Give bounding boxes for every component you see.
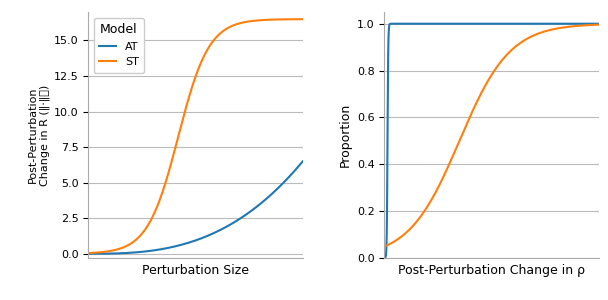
ST (550, 28, 557, 31)
AT (595, 22, 603, 26)
AT (201, 236, 208, 239)
ST (381, 245, 388, 248)
AT (188, 240, 195, 244)
AT (397, 22, 404, 26)
Y-axis label: Proportion: Proportion (338, 103, 351, 167)
AT (187, 240, 194, 244)
ST (589, 23, 596, 27)
AT (299, 160, 306, 163)
ST (595, 23, 603, 26)
AT (550, 22, 557, 26)
ST (294, 17, 301, 21)
Legend: AT, ST: AT, ST (94, 18, 144, 73)
AT (294, 166, 301, 169)
ST (260, 18, 268, 22)
AT (212, 230, 219, 234)
ST (392, 239, 399, 243)
ST (589, 23, 596, 27)
ST (212, 36, 219, 40)
ST (479, 88, 486, 92)
ST (485, 78, 492, 82)
AT (589, 22, 596, 26)
Line: AT: AT (88, 161, 303, 254)
ST (299, 17, 306, 21)
ST (188, 87, 195, 91)
Line: ST: ST (384, 25, 599, 247)
ST (187, 92, 194, 95)
AT (85, 252, 92, 256)
X-axis label: Post-Perturbation Change in ρ: Post-Perturbation Change in ρ (398, 264, 585, 277)
AT (589, 22, 596, 26)
Y-axis label: Post-Perturbation
Change in R (‖⋅‖₟): Post-Perturbation Change in R (‖⋅‖₟) (27, 84, 49, 186)
X-axis label: Perturbation Size: Perturbation Size (142, 264, 249, 277)
Line: AT: AT (384, 24, 599, 258)
AT (260, 199, 268, 202)
AT (381, 256, 388, 260)
Line: ST: ST (88, 19, 303, 253)
ST (201, 54, 208, 57)
AT (392, 22, 399, 26)
AT (479, 22, 486, 26)
AT (485, 22, 492, 26)
ST (85, 251, 92, 255)
